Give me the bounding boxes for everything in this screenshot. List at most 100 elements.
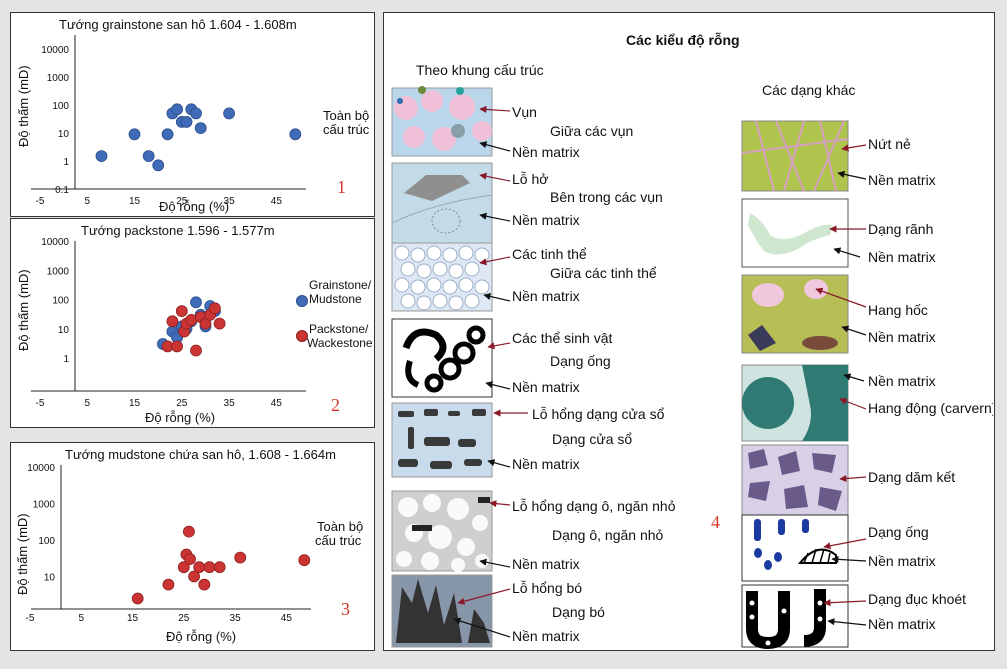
- item-intraparticle: Lỗ hở Bên trong các vụn Nền matrix: [479, 171, 663, 228]
- y-tick-label: 10: [58, 129, 70, 140]
- data-point: [208, 302, 221, 315]
- arrow-matrix: [487, 459, 511, 468]
- arrow-matrix: [837, 170, 867, 180]
- label-matrix: Nền matrix: [512, 556, 580, 572]
- data-point: [166, 315, 179, 328]
- legend-packstone-line-1: Packstone/: [309, 322, 369, 336]
- arrow-matrix: [831, 555, 867, 563]
- label-matrix: Nền matrix: [512, 379, 580, 395]
- image-fracture: [741, 120, 849, 192]
- label-cell: Lỗ hổng dạng ô, ngăn nhỏ: [512, 498, 676, 514]
- label-type: Dạng dăm kết: [868, 469, 955, 485]
- label-type: Dạng đục khoét: [868, 591, 966, 607]
- image-intercrystalline: [391, 242, 493, 312]
- x-tick-label: 35: [230, 613, 242, 624]
- data-point: [234, 551, 247, 564]
- data-point: [161, 128, 174, 141]
- label-matrix: Nền matrix: [512, 212, 580, 228]
- arrow-matrix: [453, 617, 511, 638]
- item-breccia: Dạng dăm kết: [839, 469, 955, 485]
- arrow-crystals: [479, 256, 511, 266]
- chart-title: Tướng grainstone san hô 1.604 - 1.608m: [59, 17, 297, 32]
- label-matrix: Nền matrix: [512, 288, 580, 304]
- data-point: [203, 561, 216, 574]
- arrow-matrix: [479, 558, 511, 568]
- image-breccia: [741, 444, 849, 520]
- label-grain: Vụn: [512, 104, 537, 120]
- x-tick-label: 45: [271, 196, 283, 207]
- label-crystals: Các tinh thể: [512, 246, 587, 262]
- label-bundle: Lỗ hổng bó: [512, 580, 582, 596]
- x-tick-label: 15: [129, 398, 141, 409]
- legend-packstone-line-2: Wackestone: [307, 336, 373, 350]
- x-tick-label: 15: [129, 196, 141, 207]
- arrow-matrix: [479, 141, 511, 152]
- y-tick-label: 10000: [27, 463, 55, 474]
- x-tick-label: 35: [224, 398, 236, 409]
- y-tick-label: 10000: [41, 45, 69, 56]
- arrow-type: [839, 397, 867, 410]
- data-point: [289, 128, 302, 141]
- label-pore: Lỗ hở: [512, 171, 548, 187]
- arrow-cell: [489, 500, 511, 508]
- data-point: [152, 159, 165, 172]
- arrow-type: [839, 474, 867, 483]
- legend-line-2: cấu trúc: [323, 122, 370, 137]
- label-matrix: Nền matrix: [868, 172, 936, 188]
- item-cellular: Lỗ hổng dạng ô, ngăn nhỏ Dạng ô, ngăn nh…: [479, 498, 676, 572]
- x-tick-label: 45: [271, 398, 283, 409]
- label-organisms: Các thể sinh vật: [512, 330, 612, 346]
- chart-panel-3: Tướng mudstone chứa san hô, 1.608 - 1.66…: [10, 442, 375, 651]
- x-tick-label: 25: [176, 398, 188, 409]
- y-axis-label: Độ thấm (mD): [16, 269, 31, 351]
- image-tubular: [741, 514, 849, 582]
- arrow-matrix: [827, 618, 867, 626]
- data-points: [131, 525, 311, 605]
- data-point: [188, 570, 201, 583]
- x-tick-label: -5: [26, 613, 35, 624]
- panel-title: Các kiểu độ rỗng: [626, 32, 740, 48]
- x-tick-label: 5: [78, 613, 84, 624]
- image-fenestral: [391, 402, 493, 478]
- label-type: Bên trong các vụn: [550, 189, 663, 205]
- x-tick-labels: -5 5 15 25 35 45: [36, 398, 283, 409]
- arrow-type: [815, 287, 867, 308]
- data-point: [198, 578, 211, 591]
- arrow-type: [841, 144, 867, 152]
- legend-line-2: cấu trúc: [315, 533, 362, 548]
- label-type: Dạng ống: [868, 524, 929, 540]
- label-matrix: Nền matrix: [512, 144, 580, 160]
- image-interparticle: [391, 86, 493, 157]
- y-tick-label: 1: [63, 157, 69, 168]
- label-type: Dạng bó: [552, 604, 605, 620]
- chart-panel-1: Tướng grainstone san hô 1.604 - 1.608m 1…: [10, 12, 375, 217]
- label-type: Nứt nẻ: [868, 136, 911, 152]
- label-window: Lỗ hổng dạng cửa sổ: [532, 406, 665, 422]
- x-axis-label: Độ rỗng (%): [159, 199, 229, 214]
- data-point: [190, 296, 202, 309]
- arrow-type: [823, 599, 867, 607]
- arrow-type: [823, 538, 867, 550]
- arrow-matrix: [841, 325, 867, 336]
- legend-marker-packstone: [296, 330, 308, 342]
- item-interparticle: Vụn Giữa các vụn Nền matrix: [479, 104, 633, 160]
- panel-number: 2: [331, 395, 340, 415]
- label-matrix: Nền matrix: [868, 616, 936, 632]
- legend-grainstone-line-1: Grainstone/: [309, 278, 372, 292]
- pore-types-diagram: .t { font-size:14px; fill:#111; } .tb { …: [391, 32, 996, 650]
- y-axis-label: Độ thấm (mD): [15, 513, 30, 595]
- y-tick-label: 1000: [33, 500, 56, 511]
- item-vuggy: Hang hốc Nền matrix: [815, 287, 936, 345]
- data-point: [175, 305, 188, 317]
- label-type: Dạng rãnh: [868, 221, 933, 237]
- data-point: [190, 107, 202, 120]
- y-tick-label: 10: [44, 573, 56, 584]
- data-point: [190, 344, 202, 357]
- item-channel: Dạng rãnh Nền matrix: [829, 221, 936, 265]
- label-matrix: Nền matrix: [512, 456, 580, 472]
- data-point: [180, 116, 193, 128]
- label-type: Giữa các tinh thể: [550, 265, 657, 281]
- y-tick-label: 0.1: [55, 185, 69, 196]
- pore-types-panel: .t { font-size:14px; fill:#111; } .tb { …: [383, 12, 996, 651]
- label-matrix: Nền matrix: [512, 628, 580, 644]
